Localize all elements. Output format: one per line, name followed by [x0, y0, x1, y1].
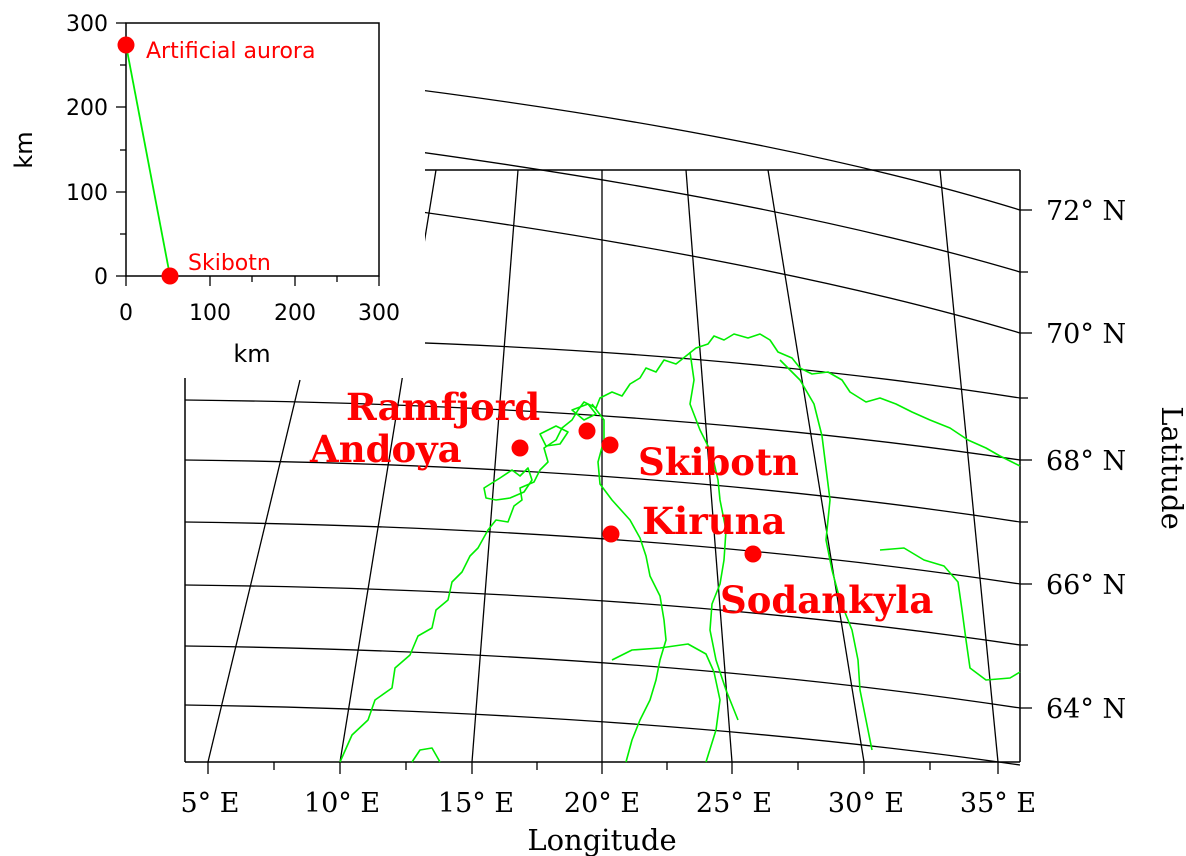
inset-point-skibotn	[161, 267, 179, 285]
inset-ray	[125, 44, 171, 277]
station-dot-ramfjord	[578, 422, 596, 440]
station-dot-skibotn	[601, 436, 619, 454]
longitude-axis-title: Longitude	[527, 823, 676, 856]
svg-text:25° E: 25° E	[696, 788, 772, 819]
coast-lofoten	[483, 467, 533, 501]
coast-white-sea-2	[879, 547, 1021, 681]
meridian-15	[471, 169, 519, 763]
station-label-skibotn: Skibotn	[638, 440, 799, 484]
svg-text:200: 200	[66, 96, 108, 121]
inset-point-aurora	[117, 36, 135, 54]
meridian-30	[767, 169, 865, 763]
meridian-25	[685, 169, 733, 763]
longitude-tick-labels: 5° E 10° E 15° E 20° E 25° E 30° E 35° E	[181, 788, 1037, 819]
coast-island-2	[539, 425, 569, 447]
parallel-68	[184, 399, 1021, 461]
svg-text:10° E: 10° E	[304, 788, 380, 819]
coastline	[339, 333, 1021, 763]
station-label-kiruna: Kiruna	[642, 499, 786, 543]
right-ticks	[1020, 209, 1032, 709]
svg-text:300: 300	[66, 12, 108, 37]
coast-lake	[411, 747, 441, 763]
station-dot-sodankyla	[744, 545, 762, 563]
station-label-ramfjord: Ramfjord	[346, 385, 540, 429]
svg-text:0: 0	[94, 265, 108, 290]
coast-sweden	[591, 403, 667, 763]
svg-text:64° N: 64° N	[1046, 694, 1126, 725]
border-finland	[689, 351, 739, 721]
svg-text:66° N: 66° N	[1046, 570, 1126, 601]
parallel-64	[184, 645, 1021, 709]
station-label-sodankyla: Sodankyla	[720, 578, 933, 622]
parallel-70	[317, 197, 1021, 334]
inset-label-aurora: Artificial aurora	[146, 39, 315, 64]
inset-y-axis-title: km	[10, 131, 38, 168]
station-dot-andoya	[511, 439, 529, 457]
parallel-65	[184, 584, 1021, 646]
coast-bothnia	[611, 643, 721, 763]
svg-text:5° E: 5° E	[181, 788, 240, 819]
svg-text:300: 300	[358, 301, 400, 326]
latitude-axis-title: Latitude	[1155, 406, 1186, 530]
svg-text:35° E: 35° E	[960, 788, 1036, 819]
coast-norway	[339, 333, 1021, 763]
coast-white-sea	[779, 359, 873, 751]
svg-text:0: 0	[119, 301, 133, 326]
meridian-35	[939, 169, 999, 763]
inset-y-tick-labels: 0 100 200 300	[66, 12, 108, 290]
inset-x-axis-title: km	[233, 340, 270, 368]
latitude-tick-labels: 64° N 66° N 68° N 70° N 72° N	[1046, 196, 1126, 725]
station-label-andoya: Andoya	[309, 427, 462, 471]
meridian-5	[207, 379, 301, 763]
parallel-66	[184, 521, 1021, 585]
svg-text:68° N: 68° N	[1046, 446, 1126, 477]
svg-text:20° E: 20° E	[564, 788, 640, 819]
svg-text:100: 100	[66, 181, 108, 206]
bottom-ticks	[207, 762, 999, 774]
svg-text:100: 100	[189, 301, 231, 326]
station-dot-kiruna	[602, 525, 620, 543]
parallel-67	[184, 459, 1021, 523]
station-labels: Ramfjord Andoya Skibotn Kiruna Sodankyla	[309, 385, 933, 622]
svg-text:15° E: 15° E	[438, 788, 514, 819]
svg-text:30° E: 30° E	[828, 788, 904, 819]
svg-text:72° N: 72° N	[1046, 196, 1126, 227]
inset-mask	[0, 0, 425, 378]
svg-text:70° N: 70° N	[1046, 319, 1126, 350]
parallel-72	[339, 79, 1021, 211]
parallel-63	[184, 704, 1021, 766]
parallel-71	[329, 139, 1021, 273]
coast-island-3	[571, 403, 597, 421]
stations	[511, 422, 762, 563]
inset-plot: Artificial aurora Skibotn 0 100 200 300 …	[10, 12, 400, 368]
inset-ticks	[116, 22, 380, 286]
inset-x-tick-labels: 0 100 200 300	[119, 301, 400, 326]
inset-label-skibotn: Skibotn	[188, 251, 271, 276]
svg-text:200: 200	[274, 301, 316, 326]
